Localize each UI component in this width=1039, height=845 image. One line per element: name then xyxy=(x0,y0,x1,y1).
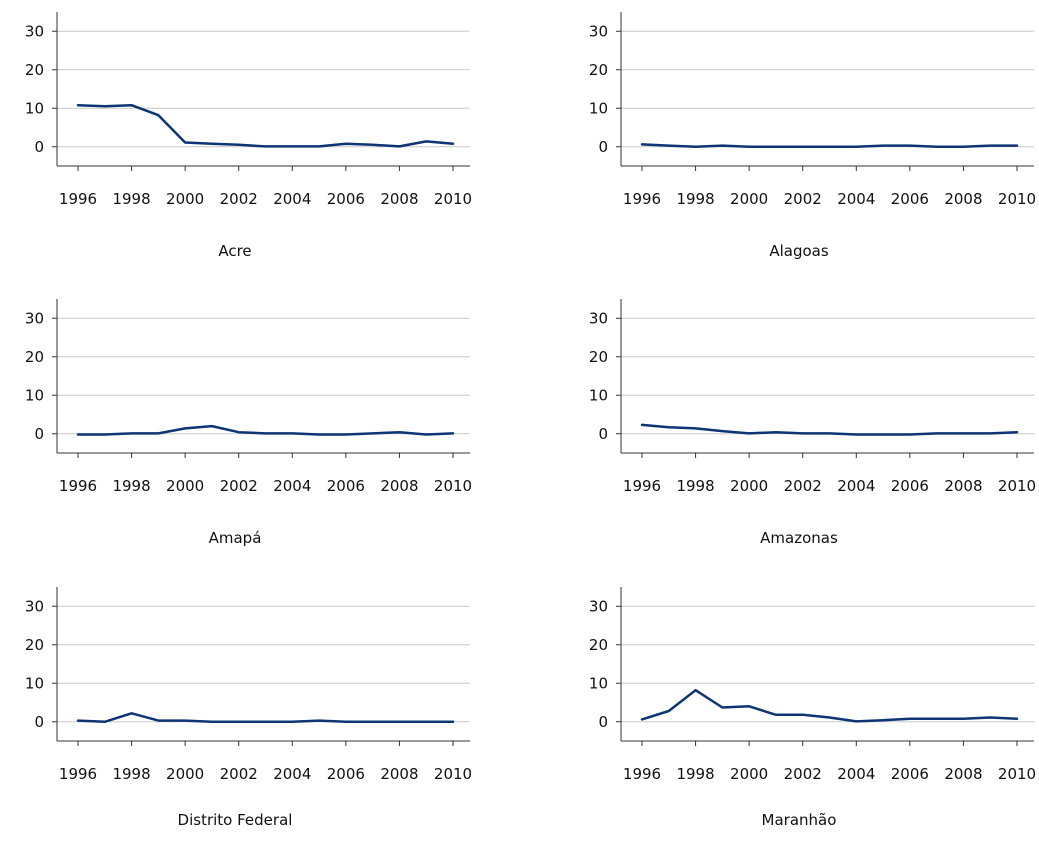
x-tick-label: 2002 xyxy=(784,765,822,783)
x-tick-label: 2006 xyxy=(327,765,365,783)
y-tick-label: 20 xyxy=(589,636,608,654)
y-tick-label: 0 xyxy=(598,138,608,156)
x-tick-label: 2006 xyxy=(891,190,929,208)
chart-panel-alagoas: 0 10 20 30 1996 1998 2000 2002 2004 2006 2008 2010 … xyxy=(564,0,1036,270)
x-tick-label: 2002 xyxy=(784,477,822,495)
y-tick-label: 30 xyxy=(589,597,608,615)
y-tick-label: 20 xyxy=(25,348,44,366)
x-tick-label: 2004 xyxy=(837,765,875,783)
x-tick-label: 2000 xyxy=(166,190,204,208)
x-tick-label: 2000 xyxy=(730,765,768,783)
y-tick-label: 0 xyxy=(598,425,608,443)
x-tick-label: 2010 xyxy=(998,765,1036,783)
y-tick-label: 10 xyxy=(25,674,44,692)
x-tick-label: 2010 xyxy=(998,477,1036,495)
y-tick-label: 30 xyxy=(589,309,608,327)
panel-title: Distrito Federal xyxy=(177,811,293,829)
panel-title: Amapá xyxy=(208,529,262,547)
x-tick-label: 2006 xyxy=(891,765,929,783)
y-tick-label: 30 xyxy=(25,22,44,40)
series-line xyxy=(640,423,1019,436)
x-tick-label: 1996 xyxy=(59,765,97,783)
x-tick-label: 2006 xyxy=(327,477,365,495)
series-line xyxy=(76,424,455,436)
chart-panel-maranhao: 0 10 20 30 1996 1998 2000 2002 2004 2006 2008 2010 … xyxy=(564,575,1036,845)
x-tick-label: 2006 xyxy=(327,190,365,208)
y-tick-label: 10 xyxy=(589,674,608,692)
chart-panel-amazonas: 0 10 20 30 1996 1998 2000 2002 2004 2006 2008 2010 … xyxy=(564,287,1036,557)
y-tick-label: 10 xyxy=(25,386,44,404)
y-tick-label: 20 xyxy=(25,636,44,654)
x-tick-label: 2010 xyxy=(434,765,472,783)
x-tick-label: 1996 xyxy=(59,190,97,208)
x-tick-label: 2004 xyxy=(837,477,875,495)
x-tick-label: 1996 xyxy=(59,477,97,495)
y-tick-label: 10 xyxy=(589,99,608,117)
x-tick-label: 2004 xyxy=(273,477,311,495)
y-tick-label: 30 xyxy=(589,22,608,40)
y-tick-label: 0 xyxy=(34,138,44,156)
x-tick-label: 2004 xyxy=(273,765,311,783)
x-tick-label: 2008 xyxy=(944,477,982,495)
y-tick-label: 0 xyxy=(34,713,44,731)
x-tick-label: 1998 xyxy=(676,765,714,783)
x-tick-label: 2010 xyxy=(434,190,472,208)
x-tick-label: 2008 xyxy=(944,765,982,783)
x-tick-label: 1998 xyxy=(676,477,714,495)
y-tick-label: 30 xyxy=(25,597,44,615)
x-tick-label: 1996 xyxy=(623,477,661,495)
x-tick-label: 2000 xyxy=(730,477,768,495)
line-chart-alagoas: 0 10 20 30 1996 1998 2000 2002 2004 2006 2008 2010 xyxy=(589,12,1036,208)
y-tick-label: 20 xyxy=(589,61,608,79)
series-line xyxy=(76,103,455,148)
x-tick-label: 2004 xyxy=(273,190,311,208)
panel-title: Amazonas xyxy=(760,529,838,547)
x-tick-label: 2008 xyxy=(380,477,418,495)
line-chart-acre: 0 10 20 30 1996 1998 2000 2002 2004 2006 2008 2010 xyxy=(25,12,472,208)
x-tick-label: 2002 xyxy=(220,477,258,495)
x-tick-label: 1998 xyxy=(112,477,150,495)
x-tick-label: 2008 xyxy=(380,190,418,208)
panel-title: Maranhão xyxy=(761,811,837,829)
x-tick-label: 2008 xyxy=(944,190,982,208)
x-tick-label: 2010 xyxy=(998,190,1036,208)
panel-title: Acre xyxy=(218,242,252,260)
line-chart-amapa: 0 10 20 30 1996 1998 2000 2002 2004 2006 2008 2010 xyxy=(25,299,472,495)
x-tick-label: 1998 xyxy=(676,190,714,208)
x-tick-label: 2000 xyxy=(166,765,204,783)
panel-title: Alagoas xyxy=(769,242,829,260)
x-tick-label: 2006 xyxy=(891,477,929,495)
line-chart-amazonas: 0 10 20 30 1996 1998 2000 2002 2004 2006 2008 2010 xyxy=(589,299,1036,495)
y-tick-label: 0 xyxy=(598,713,608,731)
x-tick-label: 1996 xyxy=(623,765,661,783)
chart-panel-distrito-federal: 0 10 20 30 1996 1998 2000 2002 2004 2006 2008 2010 … xyxy=(0,575,472,845)
x-tick-label: 2002 xyxy=(220,765,258,783)
x-tick-label: 1998 xyxy=(112,190,150,208)
x-tick-label: 2004 xyxy=(837,190,875,208)
y-tick-label: 20 xyxy=(589,348,608,366)
x-tick-label: 2002 xyxy=(220,190,258,208)
chart-panel-acre: 0 10 20 30 1996 1998 2000 2002 2004 2006 2008 2010 … xyxy=(0,0,472,270)
y-tick-label: 10 xyxy=(589,386,608,404)
y-tick-label: 0 xyxy=(34,425,44,443)
series-line xyxy=(640,143,1019,149)
chart-panel-amapa: 0 10 20 30 1996 1998 2000 2002 2004 2006 2008 2010 … xyxy=(0,287,472,557)
y-tick-label: 30 xyxy=(25,309,44,327)
x-tick-label: 2000 xyxy=(166,477,204,495)
x-tick-label: 2010 xyxy=(434,477,472,495)
y-tick-label: 10 xyxy=(25,99,44,117)
x-tick-label: 2008 xyxy=(380,765,418,783)
x-tick-label: 2000 xyxy=(730,190,768,208)
line-chart-distrito-federal: 0 10 20 30 1996 1998 2000 2002 2004 2006 2008 2010 xyxy=(25,587,472,783)
x-tick-label: 1998 xyxy=(112,765,150,783)
series-line xyxy=(640,688,1019,723)
y-tick-label: 20 xyxy=(25,61,44,79)
series-line xyxy=(76,712,455,724)
x-tick-label: 1996 xyxy=(623,190,661,208)
line-chart-maranhao: 0 10 20 30 1996 1998 2000 2002 2004 2006 2008 2010 xyxy=(589,587,1036,783)
x-tick-label: 2002 xyxy=(784,190,822,208)
